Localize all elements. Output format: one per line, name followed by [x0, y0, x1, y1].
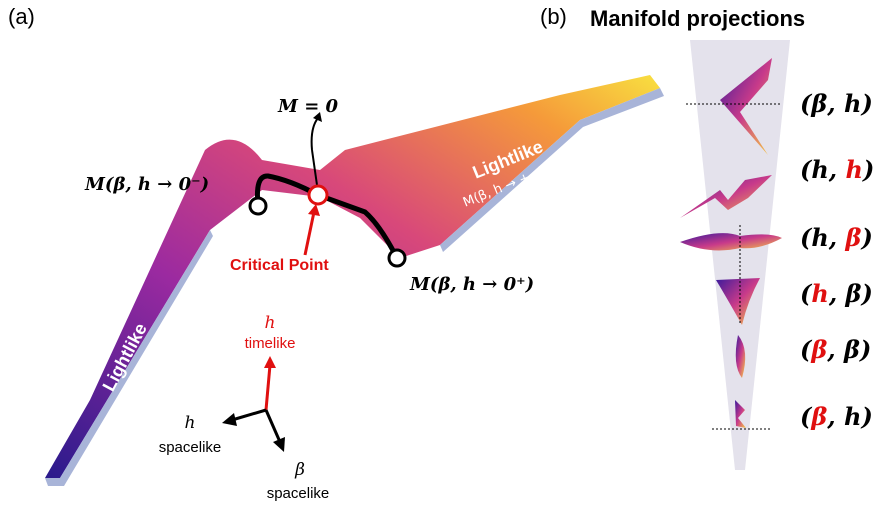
label-part: β — [810, 402, 827, 431]
arrowhead — [313, 112, 322, 122]
projection-shape — [680, 175, 772, 218]
panel-label: (a) — [8, 4, 35, 29]
annotation: Critical Point — [230, 257, 329, 274]
axis-arrow — [231, 408, 267, 422]
projection-shape — [716, 278, 760, 325]
label-part: ) — [860, 223, 872, 252]
axis-symbol: h — [185, 413, 196, 433]
label-part: , β) — [828, 279, 873, 308]
projection-shape — [680, 233, 782, 251]
critical-point — [307, 184, 329, 206]
projection-label: (β, h) — [800, 89, 873, 118]
projection-label: (h, β) — [800, 223, 873, 252]
label-part: β — [845, 223, 862, 252]
projection-shape — [735, 335, 746, 378]
pointer — [303, 211, 316, 256]
label-part: (h, — [800, 155, 846, 184]
projections — [680, 58, 782, 430]
arrowhead — [222, 413, 237, 426]
panel-label: (b) — [540, 4, 567, 29]
projection-label: (β, β) — [800, 335, 871, 364]
axis-name: spacelike — [267, 485, 330, 502]
label-part: β — [810, 335, 827, 364]
label-part: h — [846, 155, 863, 184]
label-part: , β) — [826, 335, 871, 364]
label-part: ( — [800, 402, 813, 431]
axis-arrow — [264, 364, 272, 411]
label-part: h — [811, 279, 828, 308]
projection-label: (h, h) — [800, 155, 874, 184]
axis-arrow — [264, 409, 282, 443]
projection-label: (h, β) — [800, 279, 873, 308]
axis-symbol: h — [265, 313, 276, 333]
projection-label: (β, h) — [800, 402, 873, 431]
label-part: , h) — [826, 402, 873, 431]
limit-point — [248, 196, 268, 216]
pointer — [310, 117, 319, 151]
axis-symbol: β — [294, 460, 305, 480]
annotation: M(β, h → 0⁺) — [409, 274, 534, 295]
arrowhead — [308, 204, 320, 216]
manifold — [45, 75, 660, 478]
axis-name: spacelike — [159, 439, 222, 456]
manifold-edge — [440, 88, 664, 252]
label-part: ( — [800, 335, 813, 364]
label-part: (β, h) — [800, 89, 873, 118]
label-part: ) — [862, 155, 874, 184]
arrowhead — [273, 437, 285, 452]
annotation: M = 0 — [277, 96, 339, 117]
label-part: (h, — [800, 223, 846, 252]
limit-point — [387, 248, 407, 268]
label-part: ( — [800, 279, 813, 308]
projection-shape — [735, 400, 746, 428]
projection-shape — [720, 58, 772, 155]
panel-title: Manifold projections — [590, 6, 805, 31]
arrowhead — [264, 356, 276, 368]
axis-name: timelike — [245, 335, 296, 352]
critical-curve — [255, 173, 400, 260]
manifold-edge — [45, 230, 213, 486]
annotation: M(β, h → 0⁻) — [84, 174, 209, 195]
